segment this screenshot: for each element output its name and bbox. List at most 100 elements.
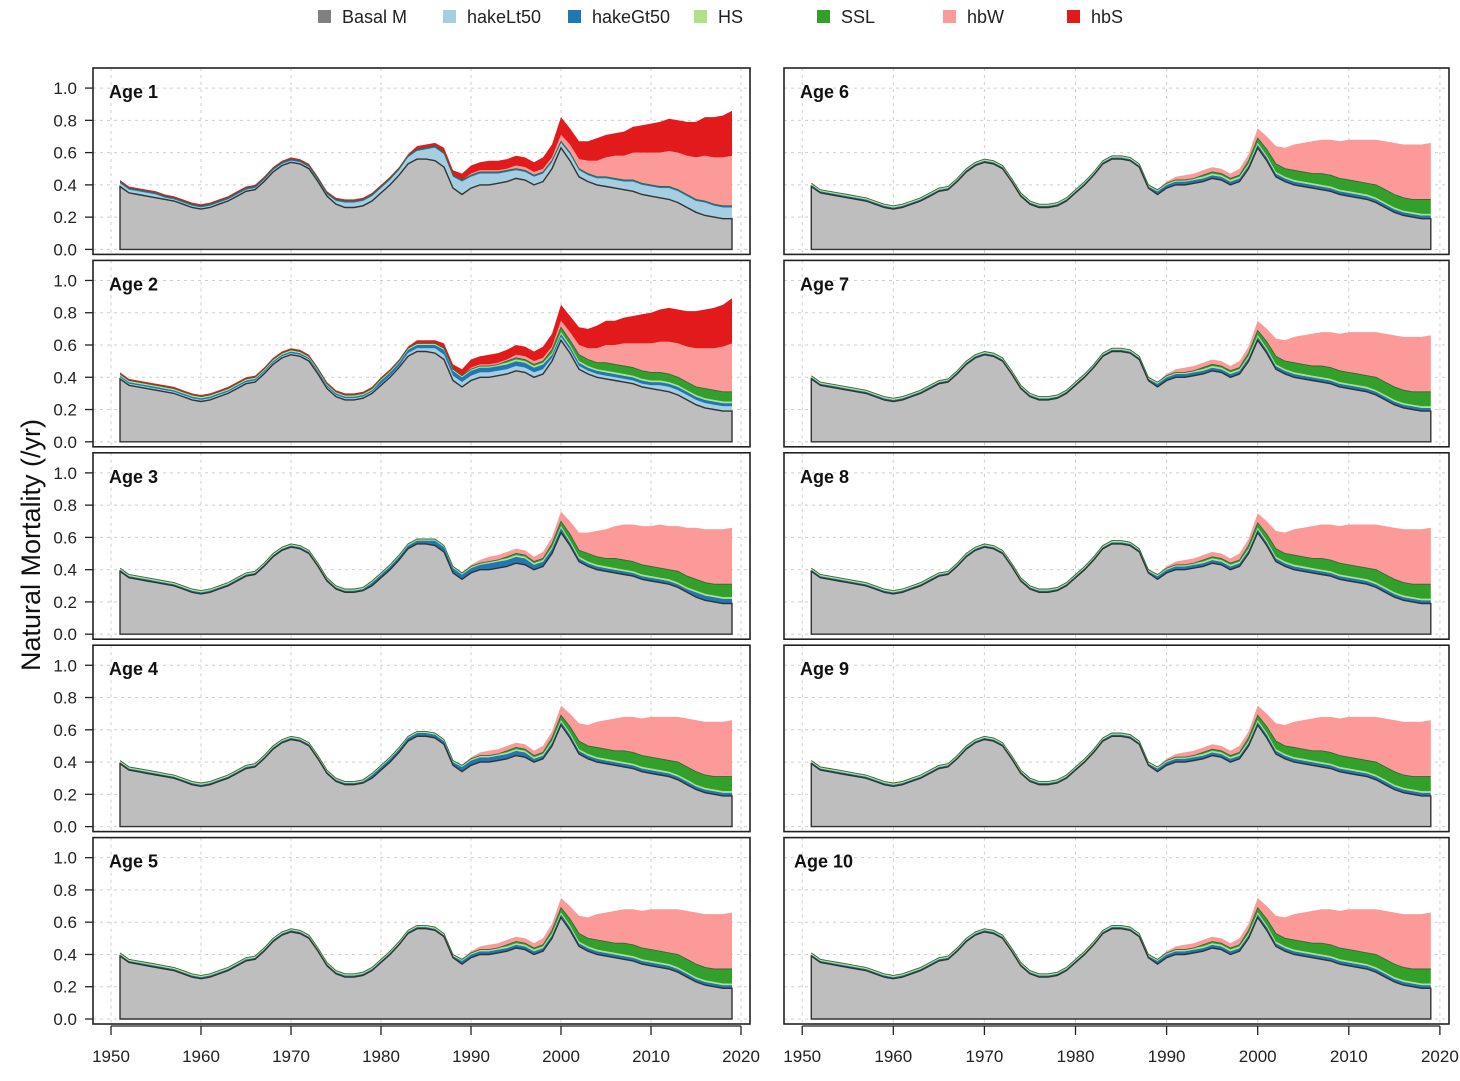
area-hbw [811,320,1431,399]
y-tick-label: 0.2 [53,785,77,804]
panel-age-1: Age 1 0.0 0.2 0.4 0.6 0.8 1.0 [53,67,751,259]
basal-m-outline [810,723,1432,828]
panel-frame [92,451,751,640]
basal-m-outline [810,338,1432,443]
area-basal-m [120,917,732,1019]
panel-frame [783,259,1450,448]
stack-outline [119,520,732,592]
panel-age-7: Age 7 [783,259,1450,448]
y-tick-label: 0.4 [53,753,77,772]
panels: Age 1 0.0 0.2 0.4 0.6 0.8 1.0 Age 2 0.0 0.2 0.4 0.6… [53,67,1450,1029]
stack-outline [811,906,1431,976]
legend-label-hakegt50: hakeGt50 [592,7,670,27]
x-tick-label: 1990 [1148,1047,1186,1066]
areas [119,511,733,635]
area-hbw [120,705,732,783]
area-hbw [120,511,732,591]
area-basal-m [811,340,1431,442]
y-axis: 0.0 0.2 0.4 0.6 0.8 1.0 [53,464,93,644]
basal-m-outline [810,531,1432,635]
panel-frame [92,259,751,448]
areas [810,898,1432,1020]
legend-swatch-hakegt50 [568,10,581,23]
legend-label-basal-m: Basal M [342,7,407,27]
panel-frame [92,644,751,833]
stack-outline [119,326,732,398]
panel-title: Age 7 [800,274,849,294]
area-ssl [811,715,1431,792]
y-tick-label: 0.8 [53,496,77,515]
areas [119,298,733,443]
x-tick-label: 1960 [182,1047,220,1066]
y-tick-label: 0.0 [53,1010,77,1029]
y-tick-label: 0.2 [53,208,77,227]
panel-frame [783,644,1450,833]
area-basal-m [811,147,1431,250]
y-tick-label: 0.6 [53,528,77,547]
y-tick-label: 0.0 [53,240,77,259]
area-basal-m [120,340,732,442]
stack-outline [119,140,732,207]
x-tick-label: 2000 [1239,1047,1277,1066]
legend-label-hs: HS [718,7,743,27]
areas [119,705,733,828]
y-tick-label: 0.8 [53,881,77,900]
area-hakegt50 [120,527,732,604]
x-tick-label: 2010 [1330,1047,1368,1066]
y-tick-label: 0.6 [53,721,77,740]
basal-m-outline [810,915,1432,1020]
panel-title: Age 5 [109,852,158,872]
areas [810,705,1432,828]
stack-outline [811,714,1431,784]
y-tick-label: 0.2 [53,978,77,997]
x-tick-label: 1990 [452,1047,490,1066]
x-tick-label: 1970 [272,1047,310,1066]
panel-title: Age 2 [109,274,158,294]
area-ssl [120,327,732,402]
area-basal-m [120,532,732,635]
legend-item-ssl: SSL [817,7,875,27]
area-ssl [811,330,1431,407]
area-ssl [811,522,1431,599]
areas [810,513,1432,635]
legend-swatch-basal-m [318,10,331,23]
x-tick-label: 1950 [783,1047,821,1066]
legend-swatch-ssl [817,10,830,23]
y-tick-label: 0.0 [53,625,77,644]
basal-m-outline [119,915,733,1020]
panel-frame [783,67,1450,256]
area-basal-m [120,725,732,827]
basal-m-outline [119,338,733,443]
x-axis-left: 1950 1960 1970 1980 1990 2000 2010 2020 [92,1025,760,1066]
area-ssl [120,907,732,984]
panel-frame [783,451,1450,640]
panel-title: Age 8 [800,467,849,487]
area-basal-m [811,725,1431,827]
panel-title: Age 9 [800,659,849,679]
area-ssl [120,521,732,598]
areas [119,898,733,1020]
legend-swatch-hbs [1067,10,1080,23]
area-ssl [811,907,1431,984]
legend-item-hbw: hbW [943,7,1004,27]
y-axis: 0.0 0.2 0.4 0.6 0.8 1.0 [53,656,93,837]
y-tick-label: 0.4 [53,945,77,964]
panel-frame [92,67,751,256]
x-tick-label: 2010 [632,1047,670,1066]
legend-item-basal-m: Basal M [318,7,407,27]
area-hbs [120,110,732,206]
area-basal-m [811,532,1431,635]
x-tick-label: 1970 [965,1047,1003,1066]
x-tick-label: 2020 [722,1047,760,1066]
legend: Basal M hakeLt50 hakeGt50 HS SSL hbW hbS [318,7,1123,27]
area-hbw [120,134,732,206]
stack-outline [119,714,732,784]
legend-item-hs: HS [694,7,743,27]
y-tick-label: 0.2 [53,401,77,420]
y-tick-label: 0.4 [53,176,77,195]
y-tick-label: 0.6 [53,336,77,355]
legend-swatch-hbw [943,10,956,23]
panel-age-3: Age 3 0.0 0.2 0.4 0.6 0.8 1.0 [53,451,751,644]
legend-swatch-hs [694,10,707,23]
area-hbw [811,513,1431,591]
